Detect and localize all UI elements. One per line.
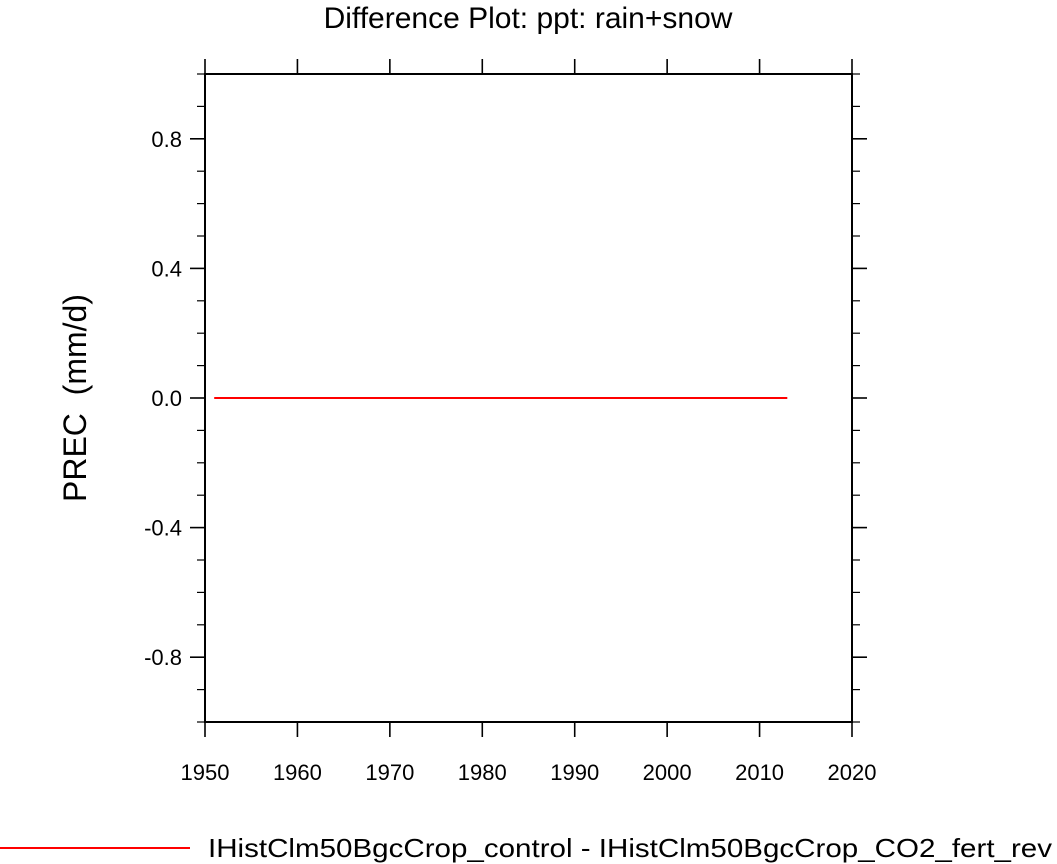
legend: IHistClm50BgcCrop_control - IHistClm50Bg… <box>0 833 1052 863</box>
x-tick-label: 1990 <box>550 760 599 785</box>
y-axis-ticks: -0.8 -0.4 0.0 0.4 0.8 <box>144 73 867 723</box>
x-axis-ticks: 1950 1960 1970 1980 1990 2000 2010 2020 <box>181 59 877 785</box>
x-tick-label: 1950 <box>181 760 230 785</box>
x-tick-label: 2000 <box>643 760 692 785</box>
x-tick-label: 1960 <box>273 760 322 785</box>
y-tick-label: 0.4 <box>151 256 182 281</box>
y-tick-label: -0.8 <box>144 645 182 670</box>
y-tick-label: -0.4 <box>144 516 182 541</box>
y-tick-label: 0.0 <box>151 386 182 411</box>
x-tick-label: 1980 <box>458 760 507 785</box>
x-tick-label: 2010 <box>735 760 784 785</box>
x-tick-label: 1970 <box>365 760 414 785</box>
y-tick-label: 0.8 <box>151 127 182 152</box>
legend-label: IHistClm50BgcCrop_control - IHistClm50Bg… <box>208 833 1052 863</box>
y-axis-label: PREC (mm/d) <box>57 294 93 502</box>
chart-title: Difference Plot: ppt: rain+snow <box>324 2 733 35</box>
x-tick-label: 2020 <box>828 760 877 785</box>
